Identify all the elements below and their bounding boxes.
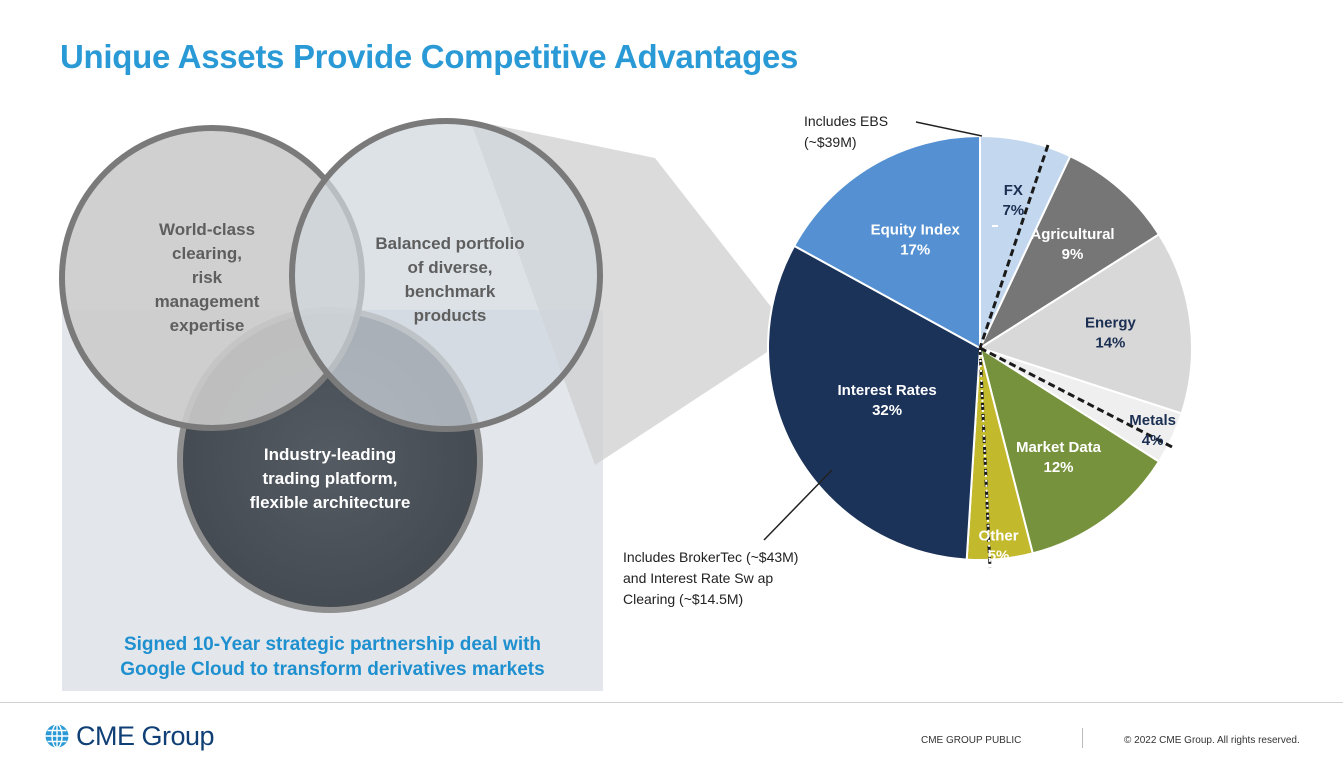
pie-label-energy: Energy: [1085, 315, 1137, 332]
page-title: Unique Assets Provide Competitive Advant…: [60, 38, 799, 75]
pie-label-market-data: Market Data: [1016, 439, 1102, 456]
fx-annotation: Includes EBS (~$39M): [804, 113, 889, 150]
pie-slice-energy: [977, 233, 1193, 415]
interest-rates-annotation: Includes BrokerTec (~$43M) and Interest …: [623, 549, 799, 607]
pie-label-interest-rates: Interest Rates: [838, 382, 937, 399]
pie-label-metals: Metals: [1129, 412, 1176, 429]
pie-value-equity-index: 17%: [900, 242, 930, 259]
footer-separator: [1082, 728, 1083, 748]
pie-value-energy: 14%: [1095, 335, 1125, 352]
interest-rates-annotation-leader: [763, 469, 833, 541]
divider-dotted-inner: [979, 349, 991, 564]
pie-value-fx: 7%: [1002, 202, 1024, 219]
venn-label-clearing: World-class clearing, risk management expert…: [154, 220, 260, 335]
pie-label-agricultural: Agricultural: [1030, 226, 1114, 243]
pie-value-agricultural: 9%: [1062, 246, 1084, 263]
logo-text: CME Group: [76, 720, 215, 751]
pie-value-metals: 4%: [1142, 432, 1164, 449]
venn-circle-portfolio: [289, 118, 603, 432]
pie-label-fx: FX: [1004, 182, 1023, 199]
footer-divider: [0, 702, 1343, 703]
classification-label: CME GROUP PUBLIC: [921, 735, 1022, 746]
pie-label-equity-index: Equity Index: [871, 222, 961, 239]
partnership-callout: Signed 10-Year strategic partnership dea…: [120, 634, 545, 680]
venn-label-portfolio: Balanced portfolio of diverse, benchmark pr…: [375, 234, 525, 325]
cme-logo: CME Group: [44, 720, 215, 752]
pie-value-other: 5%: [988, 547, 1010, 564]
pie-value-interest-rates: 32%: [872, 402, 902, 419]
globe-icon: [45, 723, 69, 749]
copyright-text: © 2022 CME Group. All rights reserved.: [1124, 735, 1300, 746]
pie-value-market-data: 12%: [1043, 459, 1073, 476]
divider-dashed-2: [979, 346, 1175, 450]
fx-dash-mark: [992, 225, 998, 227]
divider-dashed-1: [978, 144, 1050, 349]
divider-dashed-3: [978, 347, 992, 569]
pie-slice-equity-index: [792, 134, 981, 350]
pie-label-other: Other: [979, 527, 1019, 544]
venn-label-platform: Industry-leading trading platform, flexibl…: [249, 445, 411, 512]
pie-slice-market-data: [978, 345, 1161, 555]
fx-annotation-leader: [915, 121, 983, 137]
pie-slice-agricultural: [977, 154, 1161, 351]
